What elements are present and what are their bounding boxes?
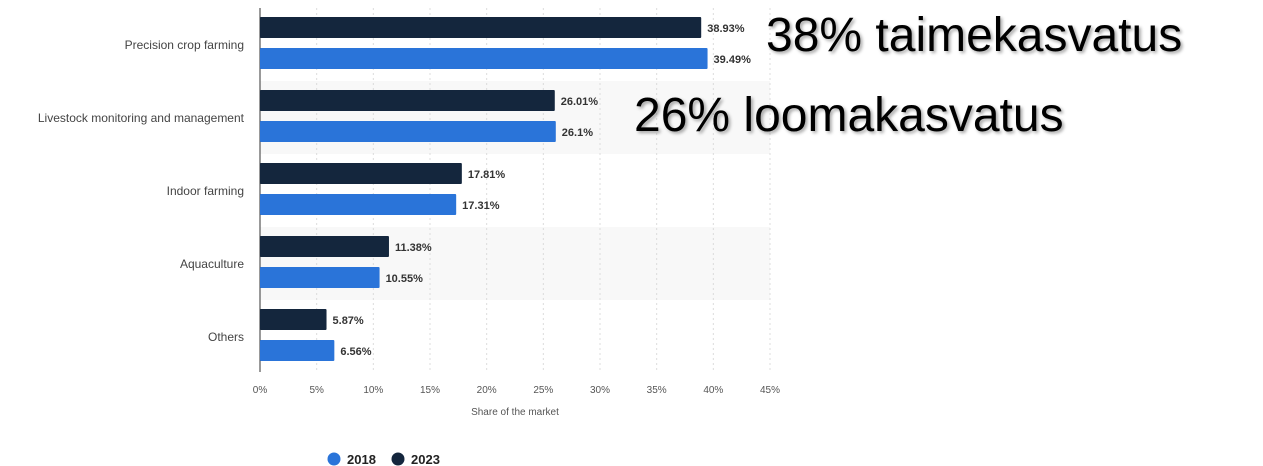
data-label: 26.01% — [561, 96, 599, 108]
category-label: Indoor farming — [167, 184, 244, 198]
legend-label: 2023 — [411, 452, 440, 466]
category-label: Precision crop farming — [125, 38, 244, 52]
x-tick-label: 35% — [647, 385, 667, 396]
x-tick-label: 25% — [533, 385, 553, 396]
x-tick-label: 45% — [760, 385, 780, 396]
bar-2018 — [260, 194, 457, 215]
x-tick-label: 40% — [703, 385, 723, 396]
legend-label: 2018 — [347, 452, 376, 466]
bar-2023 — [260, 163, 462, 184]
category-label: Aquaculture — [180, 257, 244, 271]
annotation-crop-share: 38% taimekasvatus — [766, 9, 1183, 62]
bar-2023 — [260, 17, 702, 38]
bar-2023 — [260, 90, 555, 111]
data-label: 10.55% — [386, 273, 424, 285]
legend-marker-2023 — [391, 452, 405, 466]
x-tick-label: 20% — [477, 385, 497, 396]
x-tick-label: 30% — [590, 385, 610, 396]
bar-2018 — [260, 48, 708, 69]
legend-marker-2018 — [327, 452, 341, 466]
data-label: 17.31% — [462, 200, 500, 212]
data-label: 39.49% — [714, 54, 752, 66]
data-label: 26.1% — [562, 127, 593, 139]
data-label: 17.81% — [468, 169, 506, 181]
data-label: 6.56% — [340, 346, 371, 358]
category-label: Others — [208, 330, 244, 344]
bar-2018 — [260, 340, 335, 361]
bar-2023 — [260, 236, 389, 257]
bar-2018 — [260, 121, 556, 142]
x-tick-label: 0% — [253, 385, 268, 396]
data-label: 38.93% — [707, 23, 745, 35]
data-label: 5.87% — [333, 315, 364, 327]
bar-2023 — [260, 309, 327, 330]
category-label: Livestock monitoring and management — [38, 111, 245, 125]
bar-2018 — [260, 267, 380, 288]
data-label: 11.38% — [395, 242, 432, 254]
x-axis-label: Share of the market — [471, 407, 559, 418]
x-tick-label: 15% — [420, 385, 440, 396]
annotation-livestock-share: 26% loomakasvatus — [634, 89, 1064, 142]
x-tick-label: 10% — [363, 385, 383, 396]
x-tick-label: 5% — [309, 385, 324, 396]
